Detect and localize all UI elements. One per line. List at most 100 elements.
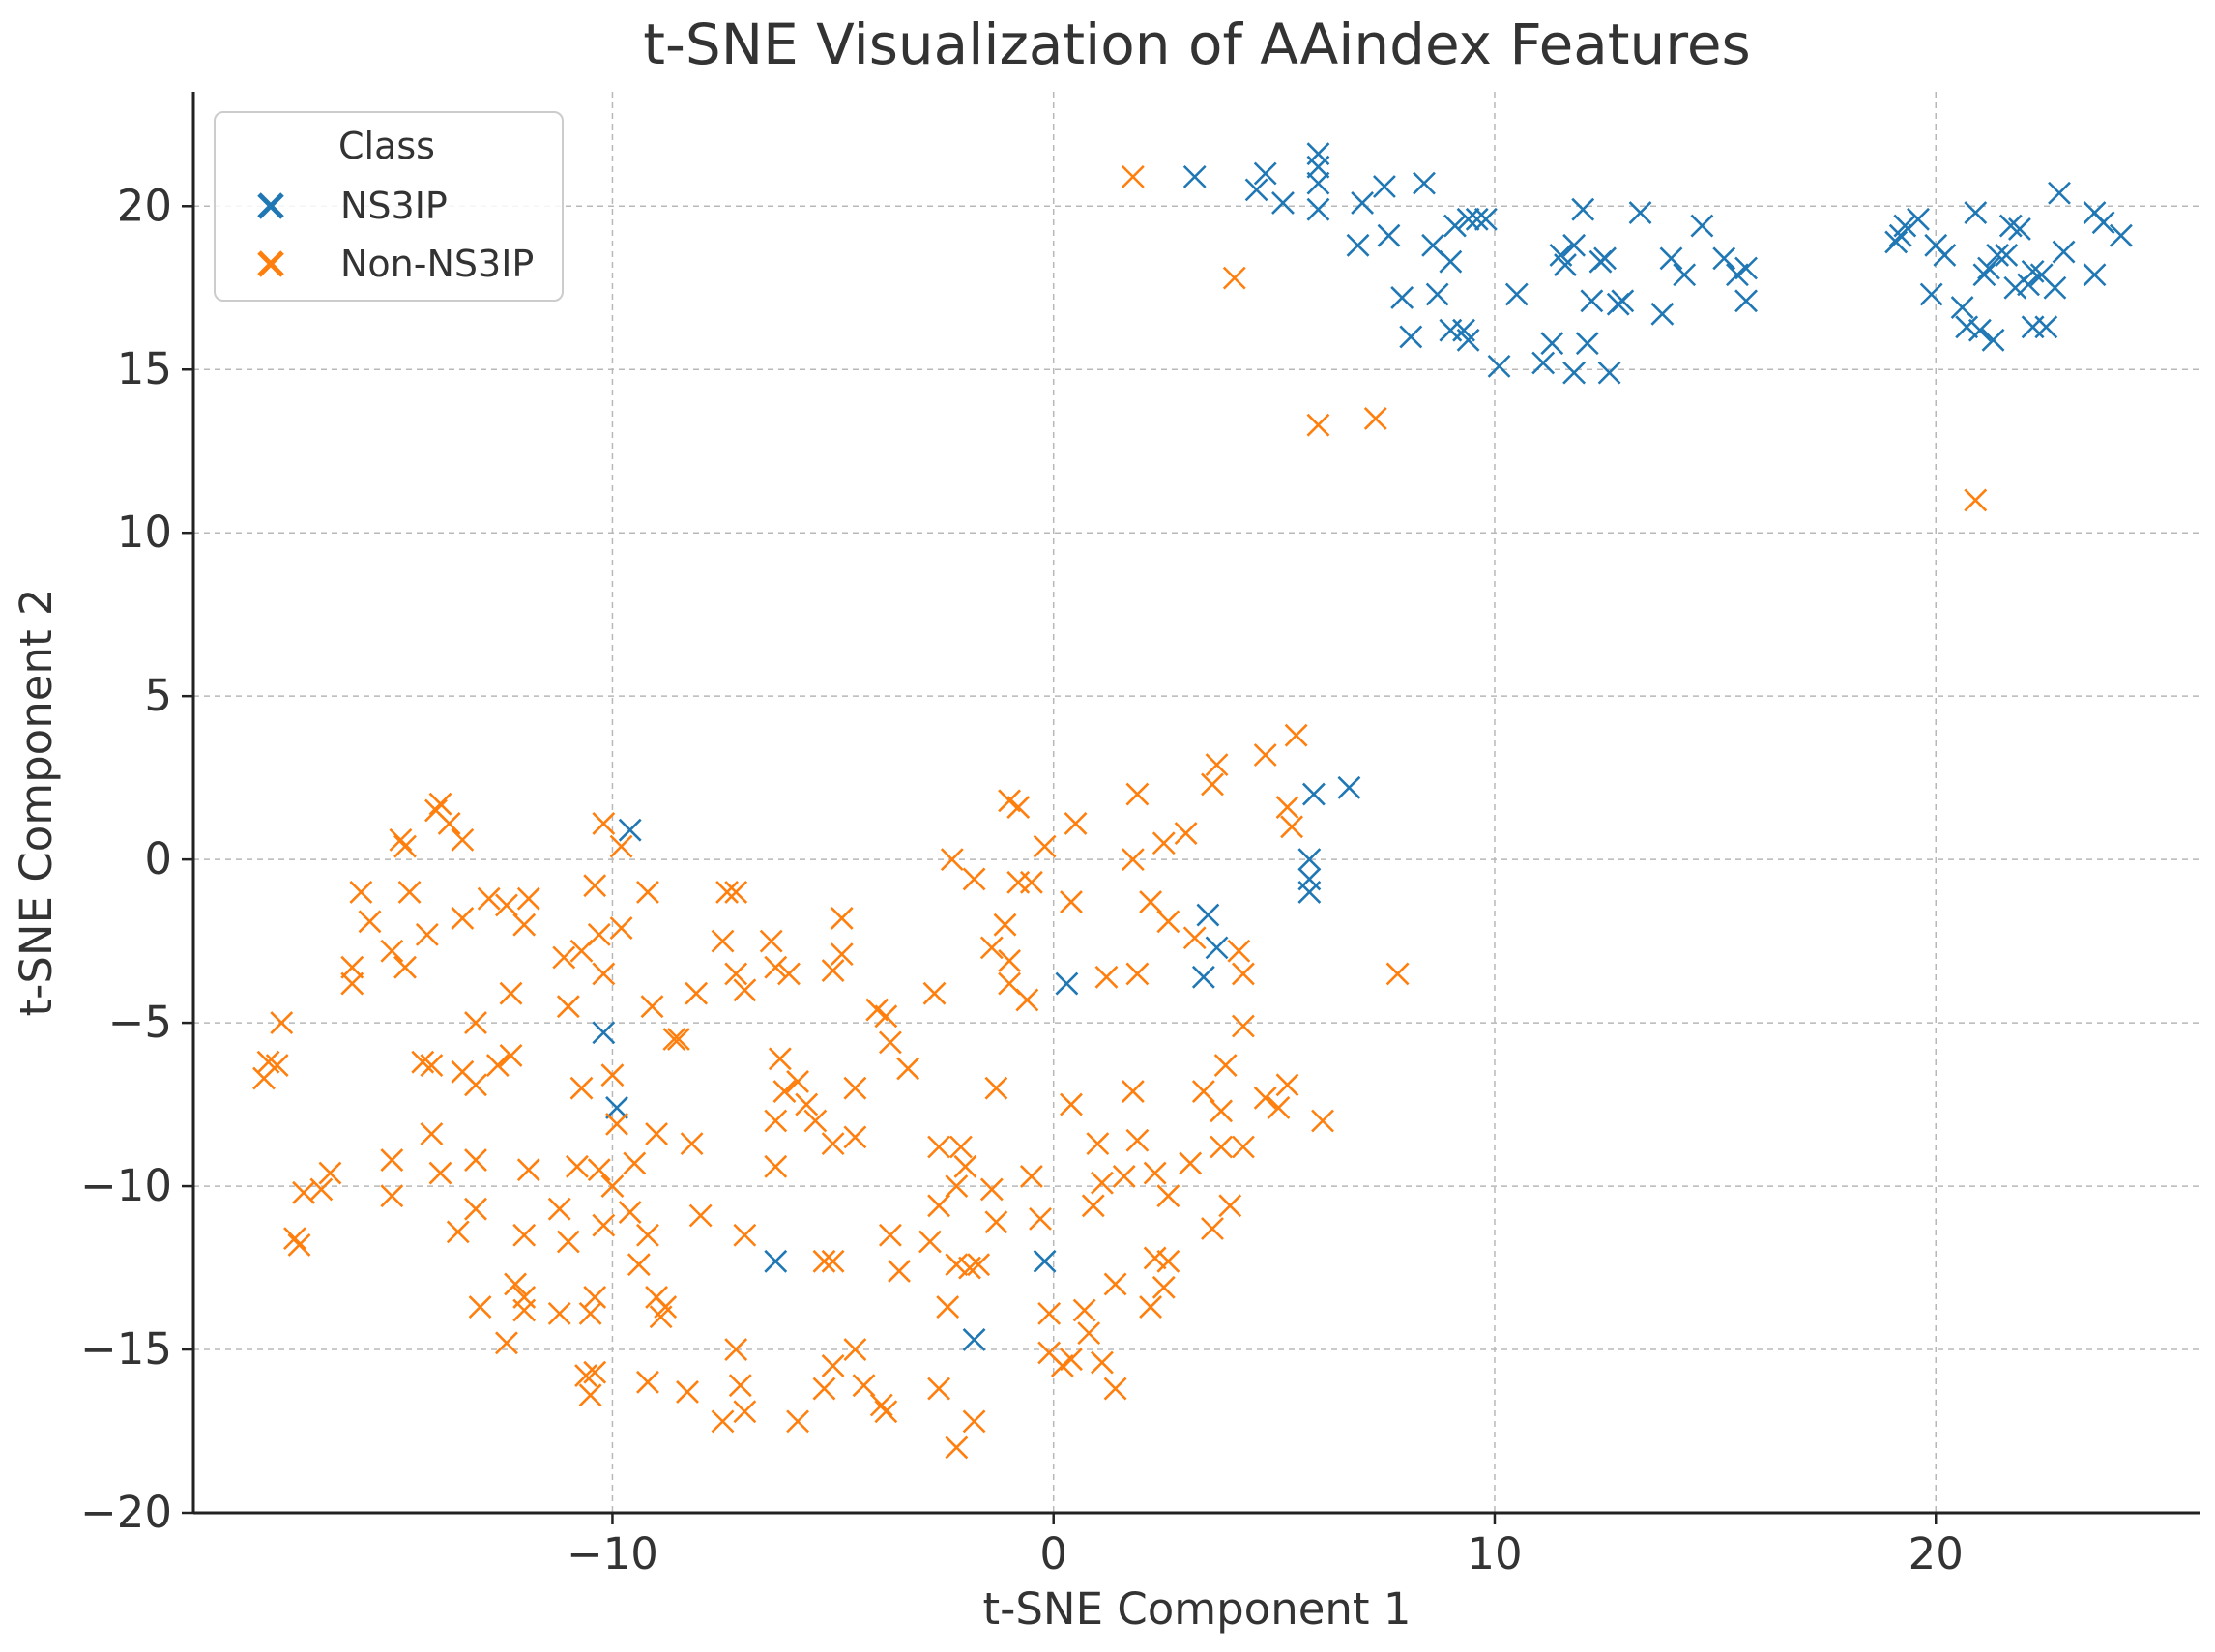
data-point bbox=[1019, 1165, 1043, 1188]
data-point bbox=[600, 1174, 625, 1198]
data-point bbox=[1650, 302, 1675, 326]
data-point bbox=[1139, 1295, 1163, 1319]
data-point bbox=[1950, 296, 1974, 319]
data-point bbox=[2091, 211, 2115, 235]
data-point bbox=[772, 1080, 797, 1103]
data-point bbox=[1060, 1092, 1083, 1116]
data-point bbox=[812, 1377, 836, 1401]
data-point bbox=[499, 981, 523, 1005]
data-point bbox=[1346, 233, 1370, 257]
data-point bbox=[1201, 1217, 1224, 1240]
data-point bbox=[1112, 1165, 1136, 1188]
data-point bbox=[1884, 230, 1909, 254]
data-point bbox=[512, 913, 537, 937]
data-point bbox=[927, 1194, 951, 1218]
data-point bbox=[685, 981, 709, 1005]
series-non-ns3ip bbox=[252, 164, 1988, 1460]
legend-label: Non-NS3IP bbox=[340, 243, 534, 285]
data-point bbox=[2017, 273, 2040, 297]
data-point bbox=[888, 1260, 911, 1283]
data-point bbox=[592, 1021, 616, 1045]
data-point bbox=[1972, 263, 1996, 287]
data-point bbox=[645, 1122, 668, 1145]
data-point bbox=[1306, 413, 1330, 437]
data-point bbox=[1253, 161, 1277, 186]
data-point bbox=[1196, 903, 1220, 927]
data-point bbox=[1121, 848, 1145, 872]
data-point bbox=[1271, 190, 1295, 215]
data-point bbox=[821, 959, 845, 982]
data-point bbox=[1390, 285, 1414, 309]
data-point bbox=[380, 1148, 404, 1172]
data-point bbox=[852, 1374, 876, 1398]
data-point bbox=[640, 995, 664, 1019]
data-point bbox=[1964, 488, 1988, 512]
data-point bbox=[552, 945, 576, 970]
data-point bbox=[979, 1177, 1004, 1202]
data-point bbox=[1465, 207, 1489, 231]
data-point bbox=[1893, 214, 1917, 238]
data-point bbox=[1060, 890, 1083, 913]
y-tick-label: −5 bbox=[108, 997, 172, 1048]
data-point bbox=[451, 907, 475, 930]
data-point bbox=[1571, 197, 1595, 221]
data-point bbox=[420, 1122, 444, 1145]
data-point bbox=[495, 893, 518, 917]
data-point bbox=[1977, 256, 2000, 280]
data-point bbox=[451, 827, 475, 852]
data-point bbox=[1690, 214, 1714, 238]
data-point bbox=[587, 1158, 611, 1182]
axis-ticks: −10 0 10 20 −20 −15 −10 −5 0 5 10 15 20 bbox=[80, 180, 1964, 1580]
data-point bbox=[865, 998, 889, 1022]
y-tick-label: 15 bbox=[117, 343, 172, 394]
data-point bbox=[803, 1109, 828, 1133]
data-point bbox=[1995, 244, 2019, 267]
data-point bbox=[1121, 1080, 1145, 1103]
data-point bbox=[927, 1377, 951, 1401]
y-axis-label: t-SNE Component 2 bbox=[11, 588, 62, 1016]
data-point bbox=[1019, 870, 1043, 894]
data-point bbox=[918, 1230, 942, 1254]
data-point bbox=[592, 962, 616, 986]
data-point bbox=[676, 1380, 699, 1404]
data-point bbox=[1231, 1014, 1255, 1038]
data-point bbox=[1562, 233, 1587, 257]
data-point bbox=[1244, 178, 1268, 202]
data-point bbox=[2043, 275, 2067, 300]
data-point bbox=[468, 1295, 492, 1319]
data-point bbox=[464, 1073, 487, 1097]
data-point bbox=[340, 971, 364, 996]
data-point bbox=[958, 1256, 981, 1280]
data-point bbox=[724, 962, 748, 986]
data-point bbox=[556, 1230, 580, 1254]
data-point bbox=[287, 1232, 311, 1257]
data-point bbox=[1191, 1080, 1215, 1103]
data-point bbox=[389, 827, 413, 852]
data-point bbox=[945, 1253, 969, 1277]
data-point bbox=[504, 1272, 527, 1296]
data-point bbox=[1673, 263, 1697, 287]
data-point bbox=[349, 881, 373, 904]
data-point bbox=[821, 1354, 845, 1377]
data-point bbox=[1439, 249, 1463, 274]
data-point bbox=[477, 886, 501, 911]
data-point bbox=[1275, 796, 1299, 819]
data-point bbox=[948, 1135, 973, 1159]
data-point bbox=[1399, 325, 1423, 349]
data-point bbox=[499, 1043, 523, 1067]
data-point bbox=[1611, 289, 1635, 313]
data-point bbox=[728, 1374, 752, 1398]
data-point bbox=[569, 939, 594, 963]
data-point bbox=[1363, 407, 1387, 430]
data-point bbox=[940, 848, 964, 872]
data-point bbox=[1072, 1298, 1096, 1322]
data-point bbox=[812, 1249, 836, 1273]
data-point bbox=[464, 1148, 487, 1172]
y-tick-label: 20 bbox=[117, 180, 172, 231]
data-point bbox=[1575, 332, 1599, 356]
data-point bbox=[1094, 965, 1119, 989]
data-point bbox=[256, 1050, 280, 1074]
data-point bbox=[547, 1301, 571, 1325]
data-point bbox=[1306, 171, 1330, 195]
data-point bbox=[623, 1151, 647, 1175]
